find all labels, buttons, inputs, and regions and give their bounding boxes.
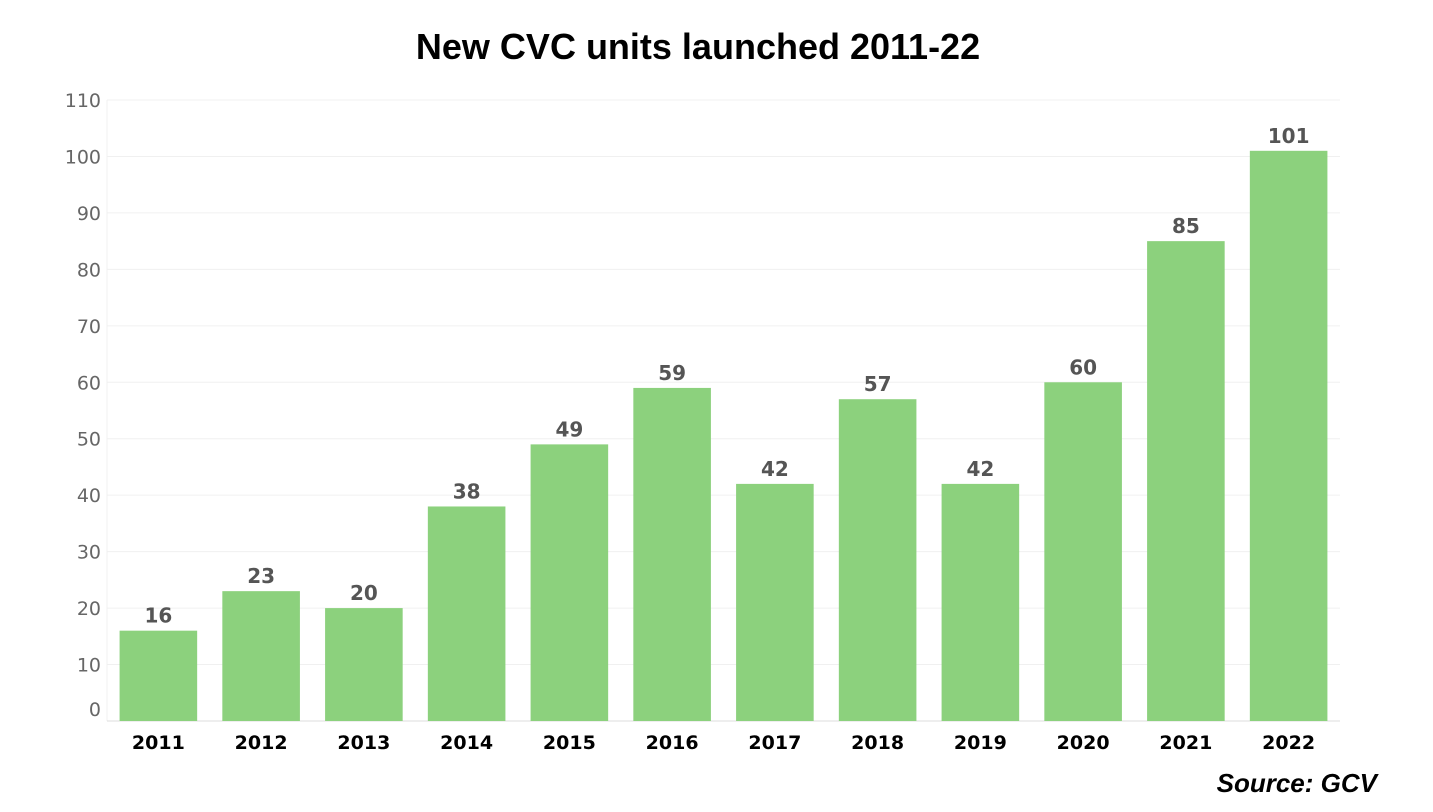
data-label: 101 [1268,124,1310,148]
bar[interactable] [736,483,814,721]
x-tick-label: 2011 [132,732,185,754]
x-tick-label: 2014 [440,732,493,754]
bar[interactable] [427,506,506,721]
data-label: 57 [864,372,892,396]
bar[interactable] [1147,241,1225,722]
x-tick-label: 2017 [748,732,801,754]
y-tick-label: 100 [65,146,101,168]
data-labels: 16 23 20 38 49 59 42 57 42 60 85 101 [144,124,1309,628]
y-tick-label: 30 [77,542,101,564]
y-tick-label: 110 [65,90,101,112]
y-tick-label: 20 [77,598,101,620]
data-label: 85 [1172,214,1200,238]
bar[interactable] [941,483,1020,721]
y-tick-label: 40 [77,485,101,507]
data-label: 23 [247,564,275,588]
chart-title: New CVC units launched 2011-22 [415,26,981,67]
bars [119,150,1328,722]
data-label: 42 [761,457,789,481]
x-tick-label: 2019 [954,732,1007,754]
x-tick-label: 2015 [543,732,596,754]
y-tick-label: 80 [77,259,101,281]
bar[interactable] [1044,382,1122,721]
bar[interactable] [633,387,711,721]
x-tick-label: 2012 [235,732,288,754]
y-tick-label: 60 [77,372,101,394]
bar[interactable] [222,591,300,721]
data-label: 38 [453,479,481,503]
source-note: Source: GCV [1216,768,1377,798]
bar[interactable] [1249,150,1328,722]
data-label: 59 [658,361,686,385]
y-tick-label: 70 [77,316,101,338]
x-tick-label: 2018 [851,732,904,754]
data-label: 42 [966,457,994,481]
gridlines [106,99,1340,722]
data-label: 16 [144,604,172,628]
x-axis-ticks: 2011 2012 2013 2014 2015 2016 2017 2018 2019 2020… [132,732,1315,754]
x-tick-label: 2021 [1159,732,1212,754]
y-tick-label: 0 [89,699,101,721]
x-tick-label: 2020 [1057,732,1110,754]
x-tick-label: 2013 [337,732,390,754]
data-label: 20 [350,581,378,605]
bar[interactable] [119,630,198,721]
data-label: 60 [1069,355,1097,379]
y-tick-label: 90 [77,203,101,225]
y-tick-label: 50 [77,429,101,451]
x-tick-label: 2016 [646,732,699,754]
bar[interactable] [325,608,403,721]
data-label: 49 [555,417,583,441]
y-tick-label: 10 [77,655,101,677]
bar[interactable] [838,399,917,721]
y-axis-ticks: 0 10 20 30 40 50 60 70 80 90 100 110 [65,90,101,721]
bar[interactable] [530,444,609,721]
x-tick-label: 2022 [1262,732,1315,754]
